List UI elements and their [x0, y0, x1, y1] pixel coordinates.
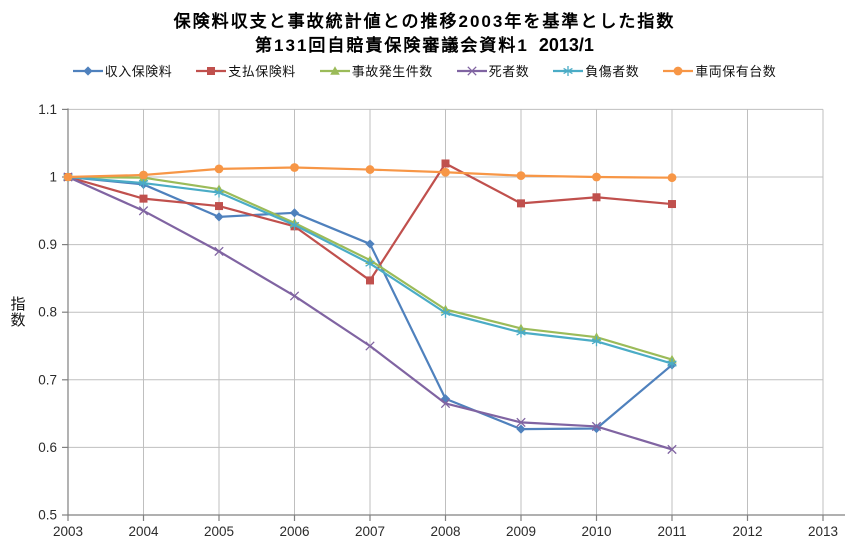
- triangle-legend-icon: [319, 65, 350, 75]
- y-tick-label: 0.8: [38, 305, 57, 320]
- data-point-marker: [516, 327, 526, 338]
- data-point-marker: [214, 164, 224, 174]
- data-point-marker: [214, 187, 224, 198]
- legend-marker: [207, 66, 216, 75]
- legend-label: 支払保険料: [228, 64, 296, 79]
- data-point-marker: [289, 208, 300, 218]
- x-tick-label: 2009: [506, 524, 536, 539]
- chart-container: 1.1 1 0.9 0.8 0.7 0.6 0.5 2003 2004 2005 2006 2007 2…: [0, 93, 849, 553]
- data-point-marker: [440, 307, 451, 318]
- data-point-marker: [365, 341, 375, 351]
- data-point-marker: [366, 276, 374, 285]
- data-point-marker: [139, 170, 148, 180]
- square-legend-icon: [196, 66, 227, 75]
- data-point-marker: [667, 358, 677, 369]
- subtitle-text: 第131回自賠責保険審議会資料1: [255, 36, 529, 55]
- data-point-marker: [138, 178, 149, 189]
- data-point-marker: [63, 172, 73, 182]
- legend-item-1: 支払保険料: [196, 61, 296, 80]
- series-5: [63, 163, 677, 183]
- x-legend-icon: [456, 65, 487, 76]
- data-point-marker: [365, 239, 375, 249]
- legend-label: 車両保有台数: [695, 64, 777, 79]
- x-tick-label: 2010: [581, 524, 611, 539]
- y-tick-label: 0.9: [38, 237, 57, 252]
- x-tick-label: 2007: [355, 524, 385, 539]
- data-point-marker: [289, 219, 300, 230]
- y-tick-label: 0.5: [38, 508, 57, 523]
- x-tick-label: 2005: [204, 524, 234, 539]
- data-point-marker: [516, 417, 526, 428]
- data-point-marker: [667, 173, 677, 183]
- data-point-marker: [516, 171, 526, 181]
- y-axis-title: 指数: [10, 296, 25, 329]
- gridlines: [68, 108, 824, 515]
- data-point-marker: [215, 202, 223, 211]
- y-axis-title-char: 数: [10, 312, 25, 329]
- x-tick-label: 2013: [808, 524, 838, 539]
- data-point-marker: [591, 421, 602, 432]
- legend-label: 収入保険料: [104, 64, 173, 79]
- x-tick-label: 2011: [657, 524, 686, 539]
- y-tick-label: 1: [49, 170, 57, 185]
- data-point-marker: [365, 165, 375, 174]
- x-tick-label: 2003: [53, 524, 83, 539]
- y-tick-label: 0.6: [38, 440, 57, 455]
- legend-item-0: 収入保険料: [72, 61, 173, 80]
- page-subtitle: 第131回自賠責保険審議会資料1 2013/1: [0, 31, 849, 56]
- subtitle-date-label: 2013/1: [538, 35, 594, 55]
- data-point-marker: [139, 194, 148, 203]
- data-point-marker: [441, 159, 450, 168]
- legend-marker: [83, 65, 93, 76]
- legend-item-3: 死者数: [456, 61, 530, 80]
- legend-marker: [673, 66, 683, 75]
- data-point-marker: [214, 246, 224, 257]
- data-point-marker: [517, 199, 525, 208]
- page-title: 保険料収支と事故統計値との推移2003年を基準とした指数: [173, 12, 676, 31]
- chart-legend: 収入保険料 支払保険料 事故発生件数 死者数 負傷者数 車両保有台数: [0, 61, 849, 80]
- legend-item-2: 事故発生件数: [319, 61, 433, 80]
- data-point-marker: [290, 163, 299, 172]
- data-point-marker: [214, 212, 224, 222]
- legend-label: 死者数: [488, 64, 530, 79]
- data-point-marker: [591, 336, 602, 347]
- legend-item-5: 車両保有台数: [663, 61, 776, 80]
- legend-marker: [467, 65, 477, 76]
- asterisk-legend-icon: [553, 65, 584, 76]
- diamond-legend-icon: [72, 65, 103, 76]
- data-point-marker: [138, 206, 149, 216]
- data-point-marker: [592, 172, 601, 182]
- legend-label: 負傷者数: [585, 64, 640, 79]
- x-tick-label: 2012: [732, 524, 762, 539]
- y-tick-label: 0.7: [38, 372, 57, 387]
- data-point-marker: [289, 291, 300, 301]
- legend-marker: [563, 65, 573, 76]
- legend-marker: [329, 65, 340, 75]
- data-point-marker: [441, 167, 450, 177]
- x-tick-label: 2004: [128, 524, 159, 539]
- data-point-marker: [668, 200, 676, 209]
- legend-item-4: 負傷者数: [553, 61, 639, 80]
- data-point-marker: [440, 398, 451, 409]
- y-axis-title-char: 指: [10, 296, 25, 313]
- circle-legend-icon: [663, 66, 694, 75]
- x-tick-label: 2006: [279, 524, 309, 539]
- y-tick-label: 1.1: [38, 102, 57, 117]
- data-point-marker: [667, 444, 677, 455]
- data-point-marker: [592, 193, 601, 202]
- data-point-marker: [365, 258, 375, 269]
- data-point-marker: [516, 424, 526, 434]
- legend-label: 事故発生件数: [351, 64, 433, 79]
- x-tick-label: 2008: [430, 524, 460, 539]
